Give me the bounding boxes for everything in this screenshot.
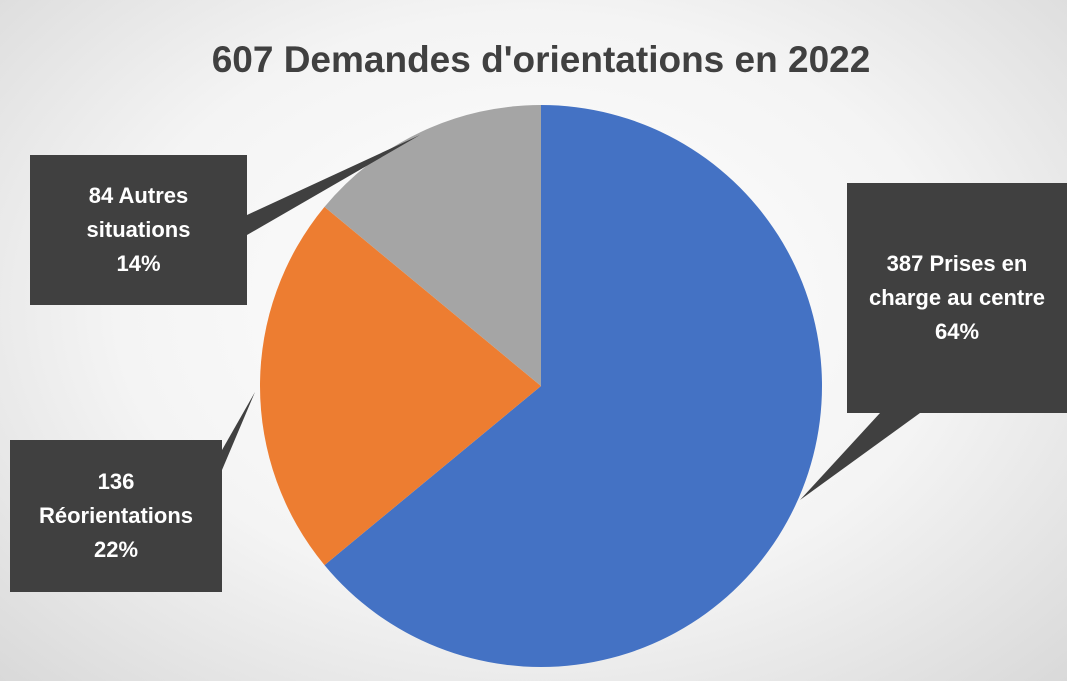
percent: 64%	[934, 319, 980, 344]
chart-title: 607 Demandes d'orientations en 2022	[212, 39, 871, 80]
data-label: 84 Autres situations 14%	[30, 155, 247, 305]
count: 84	[88, 183, 114, 208]
data-label: 387 Prises en charge au centre 64%	[847, 183, 1067, 413]
data-label: 136 Réorientations 22%	[10, 440, 222, 592]
category: Réorientations	[38, 503, 194, 528]
callout-pointer	[800, 413, 920, 500]
pie-slice	[260, 206, 541, 566]
pie-slice	[324, 105, 541, 386]
pie-slice	[324, 105, 822, 667]
count: 387	[886, 251, 924, 276]
count: 136	[97, 469, 135, 494]
category: Autres situations	[86, 183, 191, 242]
callout-pointer	[222, 392, 255, 470]
category: Prises en charge au centre	[868, 251, 1046, 310]
percent: 22%	[93, 537, 139, 562]
percent: 14%	[116, 251, 161, 276]
slices	[260, 105, 822, 667]
callout-pointer	[247, 135, 420, 235]
